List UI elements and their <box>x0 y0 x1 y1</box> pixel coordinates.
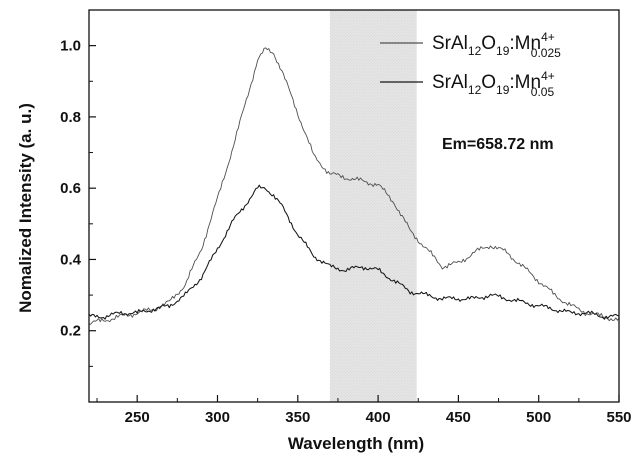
x-tick-label: 300 <box>205 409 230 426</box>
em-annotation: Em=658.72 nm <box>442 136 554 153</box>
x-tick-label: 400 <box>366 409 391 426</box>
y-tick-label: 0.2 <box>60 323 81 340</box>
plot-layer <box>88 10 620 402</box>
legend-label-2: SrAl12O19:Mn4+ 0.05 <box>432 69 555 99</box>
legend-label-1: SrAl12O19:Mn4+ 0.025 <box>432 30 561 60</box>
x-tick-label: 550 <box>606 409 631 426</box>
axis-layer: 250 300 350 400 450 500 550 0.2 0.4 0.6 0.8 1.0 SrAl… <box>60 9 632 426</box>
y-tick-label: 0.8 <box>60 109 81 126</box>
y-tick-label: 0.4 <box>60 251 82 268</box>
highlight-band <box>329 10 417 402</box>
plot-frame <box>88 9 620 403</box>
series-line-1 <box>88 47 620 325</box>
x-tick-label: 450 <box>446 409 471 426</box>
y-tick-label: 1.0 <box>60 38 81 55</box>
x-tick-label: 350 <box>285 409 310 426</box>
y-tick-label: 0.6 <box>60 180 81 197</box>
y-axis-label: Nomalized Intensity (a. u.) <box>16 103 35 313</box>
series-line-2 <box>88 184 620 320</box>
x-tick-label: 500 <box>526 409 551 426</box>
x-tick-label: 250 <box>125 409 150 426</box>
x-axis-label: Wavelength (nm) <box>288 434 424 453</box>
